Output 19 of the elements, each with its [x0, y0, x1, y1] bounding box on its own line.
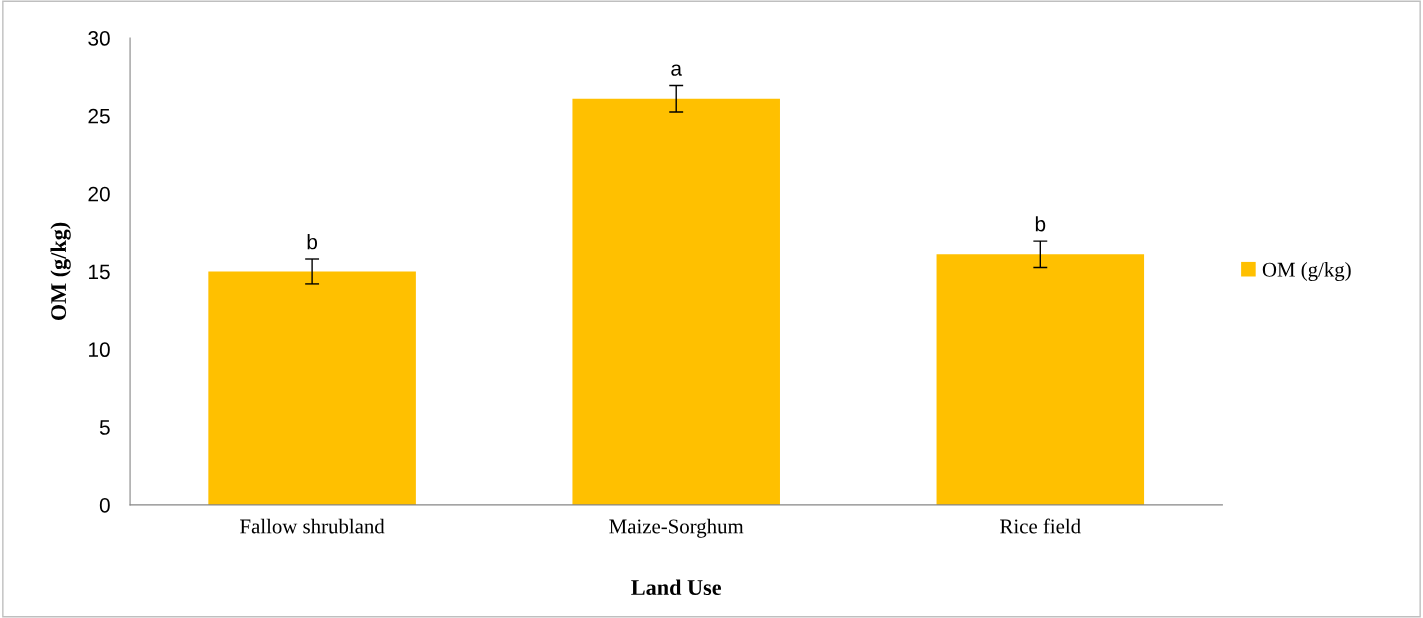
bar — [936, 254, 1145, 505]
annotation: b — [307, 234, 318, 250]
x-axis-title: Land Use — [631, 579, 722, 596]
annotation: a — [671, 64, 682, 76]
y-tick-label: 15 — [89, 264, 110, 280]
bar — [208, 271, 416, 505]
y-tick-label: 25 — [88, 108, 110, 124]
x-tick-label: Rice field — [1000, 518, 1081, 534]
y-tick-label: 10 — [89, 342, 110, 358]
annotation: b — [1035, 216, 1046, 232]
bar — [572, 98, 780, 505]
legend-label: OM (g/kg) — [1262, 262, 1351, 281]
y-tick-label: 5 — [99, 420, 110, 435]
y-tick-label: 0 — [99, 497, 110, 513]
y-axis-title: OM (g/kg) — [50, 222, 71, 321]
y-tick-label: 20 — [88, 186, 110, 202]
x-tick-label: Fallow shrubland — [240, 518, 385, 534]
x-tick-label: Maize-Sorghum — [609, 518, 744, 538]
y-tick-label: 30 — [88, 31, 110, 46]
